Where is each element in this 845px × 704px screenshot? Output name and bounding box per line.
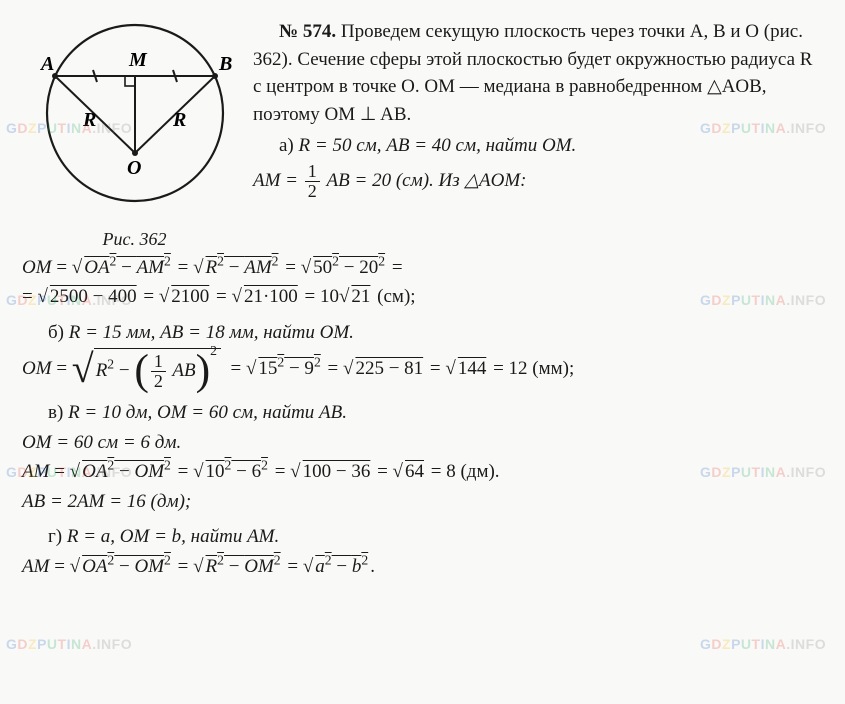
figure-svg: A B M O R R [35,18,235,213]
part-c-given: R = 10 дм, OM = 60 см, найти AB. [68,402,347,423]
am-frac-den: 2 [305,182,320,201]
part-b-label: б) [48,322,64,343]
svg-text:B: B [218,53,232,75]
part-a-am-line: AM = 12 AB = 20 (см). Из △AOM: [253,162,823,201]
svg-text:R: R [82,109,96,131]
watermark: GDZPUTINA.INFO [6,634,132,654]
part-c-line3: AB = 2AM = 16 (дм); [22,491,191,512]
figure-caption: Рис. 362 [22,226,247,252]
part-b-om-line: OM = √R2 − (12 AB)2 = √152 − 92 = √225 −… [22,348,823,391]
b-frac-num: 1 [151,352,166,372]
b-ab: AB [168,360,196,381]
part-a-label: а) [279,135,294,156]
intro-body: Проведем секущую плоскость через точки A… [253,21,812,125]
problem-number: № 574. [279,21,336,42]
part-b-given: R = 15 мм, AB = 18 мм, найти OM. [69,322,354,343]
b-frac-den: 2 [151,372,166,391]
part-c-label: в) [48,402,63,423]
watermark: GDZPUTINA.INFO [700,634,826,654]
svg-text:O: O [127,157,141,179]
am-prefix: AM = [253,170,303,191]
am-suffix: AB = 20 (см). Из △AOM: [327,170,527,191]
part-a-om-line2: = √2500 − 400 = √2100 = √21·100 = 10√21 … [22,283,823,311]
am-frac-num: 1 [305,162,320,182]
part-c-line2: AM = √OA2 − OM2 = √102 − 62 = √100 − 36 … [22,458,823,486]
part-a-given: R = 50 см, AB = 40 см, найти OM. [299,135,577,156]
svg-text:A: A [39,53,54,75]
part-d-line: AM = √OA2 − OM2 = √R2 − OM2 = √a2 − b2. [22,553,823,581]
part-c-line1: OM = 60 см = 6 дм. [22,432,181,453]
svg-text:R: R [172,109,186,131]
part-d-given: R = a, OM = b, найти AM. [67,526,279,547]
svg-text:M: M [128,49,148,71]
part-d-label: г) [48,526,62,547]
figure-column: A B M O R R Рис. 362 [22,18,247,252]
part-a-om-line1: OM = √OA2 − AM2 = √R2 − AM2 = √502 − 202… [22,254,823,282]
intro-text: № 574. Проведем секущую плоскость через … [247,18,823,203]
